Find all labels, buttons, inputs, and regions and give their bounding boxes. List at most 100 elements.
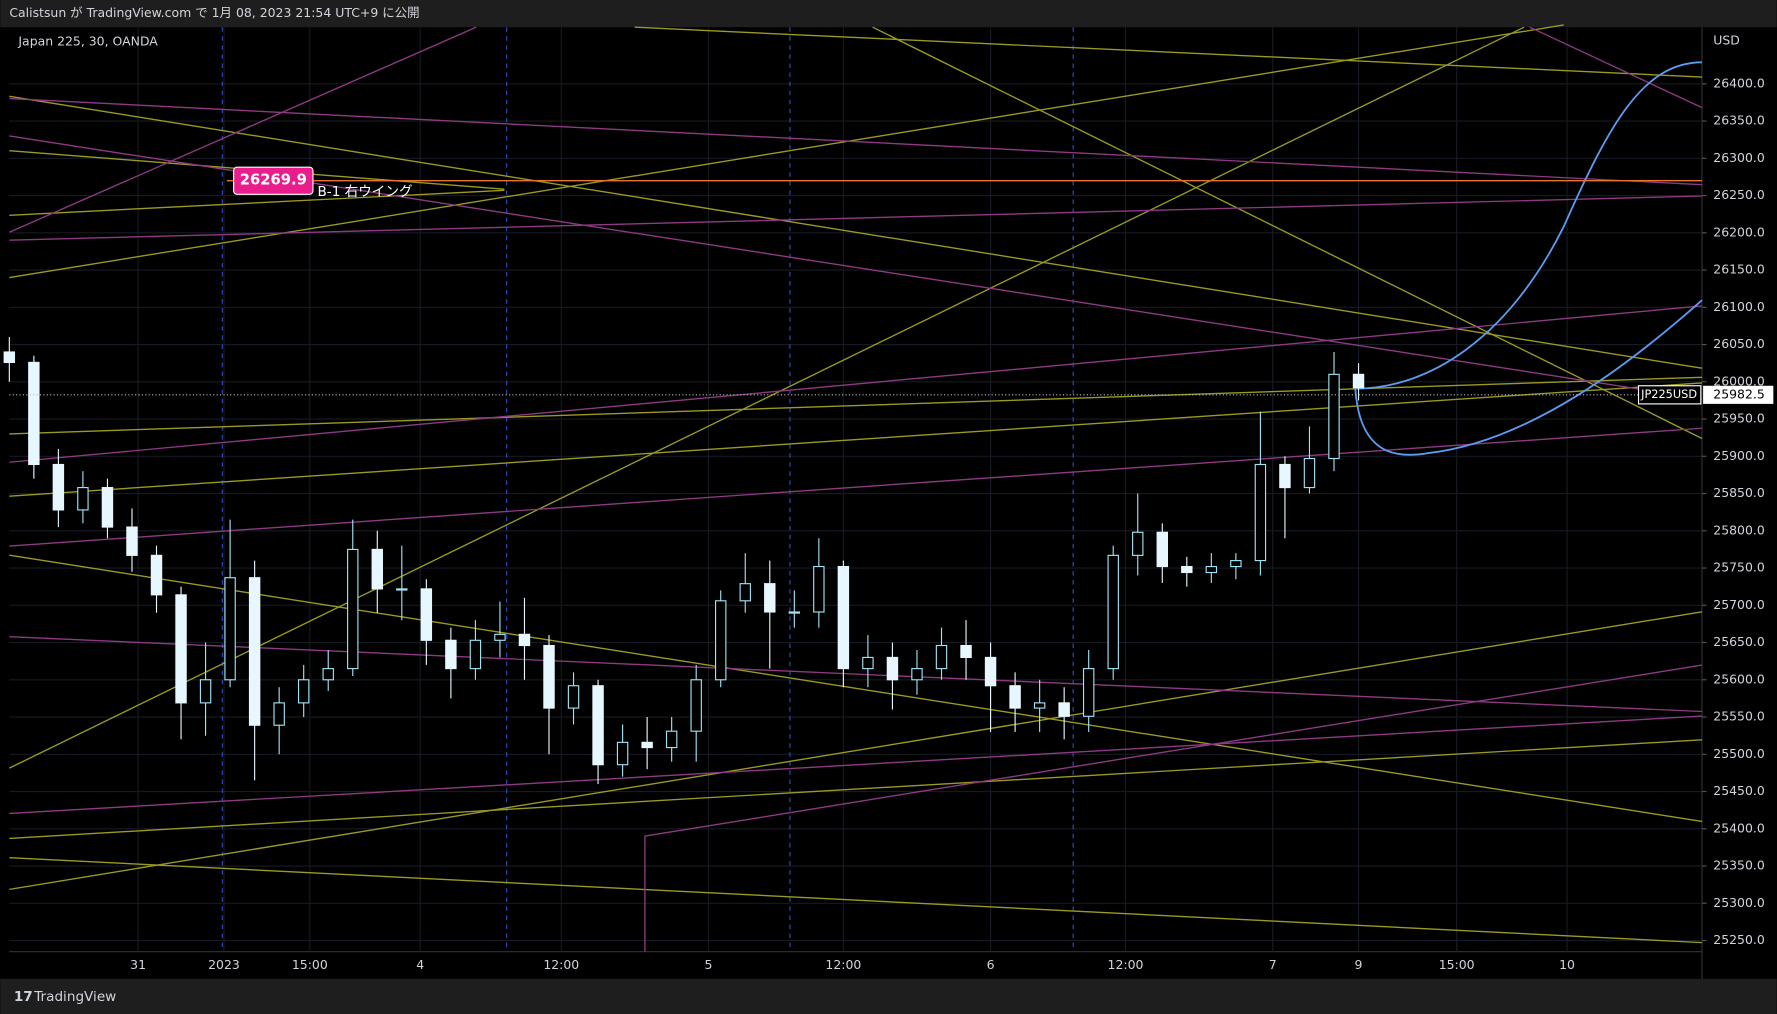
y-tick-label: 25750.0 [1713,560,1765,575]
candle-body [494,633,506,641]
candle-body [347,548,359,670]
trendline[interactable] [9,427,1703,547]
candle-body [837,565,850,670]
x-tick-label: 12:00 [825,957,861,972]
y-tick-label: 26150.0 [1713,262,1765,277]
y-tick-label: 25450.0 [1713,783,1765,798]
candle-body [126,526,138,556]
y-tick-label: 25500.0 [1713,746,1765,761]
y-axis-label: USD [1713,32,1740,47]
y-tick-label: 25300.0 [1713,895,1765,910]
trendline[interactable] [9,856,1703,944]
symbol-label: JP225USD [1640,387,1697,401]
candle-body [665,730,678,749]
y-tick-label: 26400.0 [1713,75,1765,90]
trendline[interactable] [9,715,1703,815]
publish-info: Calistsun が TradingView.com で 1月 08, 202… [9,5,419,20]
forecast-path[interactable] [1354,299,1703,456]
trendline[interactable] [9,554,1703,823]
y-tick-label: 26300.0 [1713,150,1765,165]
last-price-label: 25982.5 [1713,386,1764,401]
candle-body [445,639,457,670]
candle-body [862,656,874,670]
y-tick-label: 25600.0 [1713,671,1765,686]
annotation-box [233,166,314,195]
candle-body [1328,373,1340,460]
candle-body [935,644,948,670]
candle-body [322,668,334,681]
candle-body [960,644,972,658]
bottom-bar [0,978,1777,1014]
trendline[interactable] [9,195,1702,241]
y-tick-label: 26050.0 [1713,336,1765,351]
y-tick-label: 26200.0 [1713,224,1765,239]
candle-body [764,583,776,613]
candle-body [175,594,187,704]
last-price-box [1703,385,1774,404]
candle-body [1303,457,1316,489]
candle-body [911,668,923,681]
candle-body [420,588,433,641]
candle-body [616,741,629,766]
trendline[interactable] [9,189,505,216]
y-tick-label: 26350.0 [1713,113,1765,128]
candle-body [1352,373,1365,389]
x-tick-label: 7 [1269,957,1277,972]
chart-title: Japan 225, 30, OANDA [17,33,158,48]
forecast [1354,61,1703,456]
trendline[interactable] [9,95,1703,369]
forecast-path[interactable] [1355,61,1702,390]
trendline[interactable] [1529,26,1703,109]
trendline[interactable] [9,739,1703,840]
trendline[interactable] [644,664,1703,952]
trendline[interactable] [9,97,1703,186]
trendline[interactable] [9,305,1703,463]
y-tick-label: 25550.0 [1713,709,1765,724]
candle-body [813,565,825,613]
candle-body [224,577,236,681]
candle-body [52,463,65,511]
candle-body [1033,702,1046,709]
candle-body [518,633,531,647]
candle-body [101,487,114,528]
y-tick-label: 25850.0 [1713,485,1765,500]
trendline[interactable] [9,26,477,233]
trendline[interactable] [9,636,1702,713]
candle-body [641,741,653,749]
annotation-text: B-1 右ウイング [317,184,412,200]
candle-body [371,548,384,590]
y-tick-label: 26000.0 [1713,373,1765,388]
candle-body [690,679,702,732]
candle-body [1107,554,1119,670]
candle-body [150,554,163,596]
brand-logo[interactable]: 17 [14,989,33,1005]
candle-body [543,644,555,709]
trendlines [9,24,1703,952]
trendline[interactable] [634,26,1702,78]
trendline[interactable] [872,26,1703,440]
x-tick-label: 6 [987,957,995,972]
x-tick-label: 15:00 [1439,957,1475,972]
annotation-price: 26269.9 [240,172,307,189]
candle-body [199,679,212,704]
candle-body [1009,685,1021,709]
candle-body [273,702,285,726]
top-bar [0,0,1777,28]
trendline[interactable] [9,382,1703,497]
candle-body [886,656,899,681]
brand[interactable]: TradingView [33,989,116,1005]
trendline[interactable] [9,24,1564,279]
y-tick-label: 25950.0 [1713,411,1765,426]
trendline[interactable] [9,26,1525,769]
y-tick-label: 25250.0 [1713,932,1765,947]
trendline[interactable] [9,376,1702,435]
y-tick-label: 26100.0 [1713,299,1765,314]
y-tick-label: 25400.0 [1713,820,1765,835]
candle-body [1181,565,1193,574]
trendline[interactable] [9,611,1703,891]
candle-body [1132,531,1144,556]
candle-body [715,600,727,681]
y-tick-label: 25800.0 [1713,522,1765,537]
x-tick-label: 10 [1559,957,1575,972]
